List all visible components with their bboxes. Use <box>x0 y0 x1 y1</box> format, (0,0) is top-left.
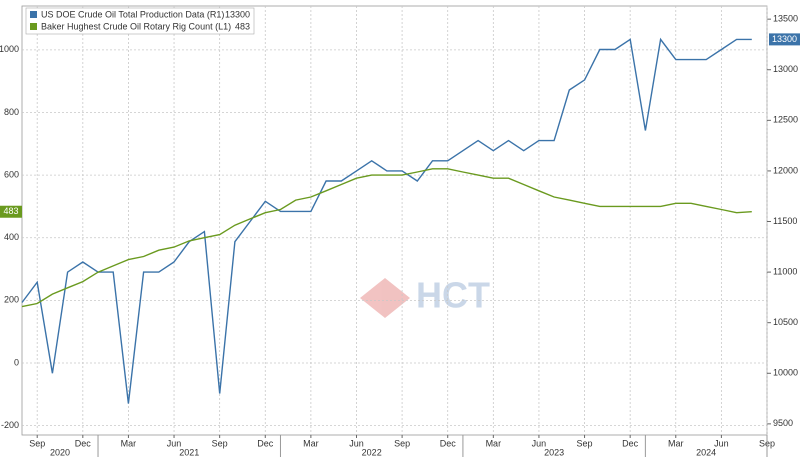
legend-box <box>25 7 255 35</box>
x-tick-label: Jun <box>714 438 729 448</box>
last-value-tag <box>0 205 22 218</box>
y2-tick-label: 12000 <box>773 165 798 175</box>
last-value-label: 13300 <box>772 34 797 44</box>
year-label: 2023 <box>544 447 564 457</box>
legend-swatch <box>30 23 37 30</box>
year-label: 2022 <box>362 447 382 457</box>
y-tick-label: 400 <box>4 232 19 242</box>
line-series <box>21 37 752 404</box>
y2-tick-label: 10000 <box>773 368 798 378</box>
x-tick-label: Dec <box>257 438 274 448</box>
year-label: 2021 <box>179 447 199 457</box>
legend-value: 13300 <box>225 9 250 19</box>
x-tick-label: Mar <box>303 438 319 448</box>
watermark-text: HCT <box>416 275 490 316</box>
x-tick-label: Dec <box>75 438 92 448</box>
year-label: 2024 <box>696 447 716 457</box>
x-tick-label: Dec <box>622 438 639 448</box>
x-tick-label: Sep <box>212 438 228 448</box>
y2-tick-label: 11500 <box>773 216 797 226</box>
plot-area <box>21 5 768 436</box>
x-tick-label: Mar <box>486 438 502 448</box>
legend-label: US DOE Crude Oil Total Production Data (… <box>41 9 224 19</box>
legend-value: 483 <box>235 21 250 31</box>
last-value-label: 483 <box>3 206 18 216</box>
x-tick-label: Mar <box>668 438 684 448</box>
watermark-logo <box>360 278 410 318</box>
y-tick-label: -200 <box>1 420 19 430</box>
y-tick-label: 800 <box>4 107 19 117</box>
x-tick-label: Jun <box>532 438 547 448</box>
y-tick-label: 200 <box>4 295 19 305</box>
y2-tick-label: 13000 <box>773 64 798 74</box>
line-series <box>21 168 752 308</box>
x-tick-label: Sep <box>29 438 45 448</box>
x-tick-label: Sep <box>577 438 593 448</box>
x-tick-label: Mar <box>121 438 137 448</box>
x-tick-label: Dec <box>440 438 457 448</box>
y2-tick-label: 10500 <box>773 317 798 327</box>
y2-tick-label: 11000 <box>773 266 797 276</box>
legend: US DOE Crude Oil Total Production Data (… <box>25 7 255 35</box>
x-tick-label: Jun <box>349 438 364 448</box>
y-tick-label: 600 <box>4 169 19 179</box>
y-tick-label: 1000 <box>0 44 19 54</box>
legend-swatch <box>30 11 37 18</box>
x-tick-label: Sep <box>394 438 410 448</box>
y2-tick-label: 13500 <box>773 14 798 24</box>
x-tick-label: Jun <box>167 438 182 448</box>
watermark: HCT <box>360 275 490 318</box>
last-value-tag <box>769 33 800 46</box>
y2-tick-label: 9500 <box>773 418 793 428</box>
y-tick-label: 0 <box>14 357 19 367</box>
year-label: 2020 <box>50 447 70 457</box>
legend-label: Baker Hughest Crude Oil Rotary Rig Count… <box>41 21 231 31</box>
y2-tick-label: 12500 <box>773 115 798 125</box>
